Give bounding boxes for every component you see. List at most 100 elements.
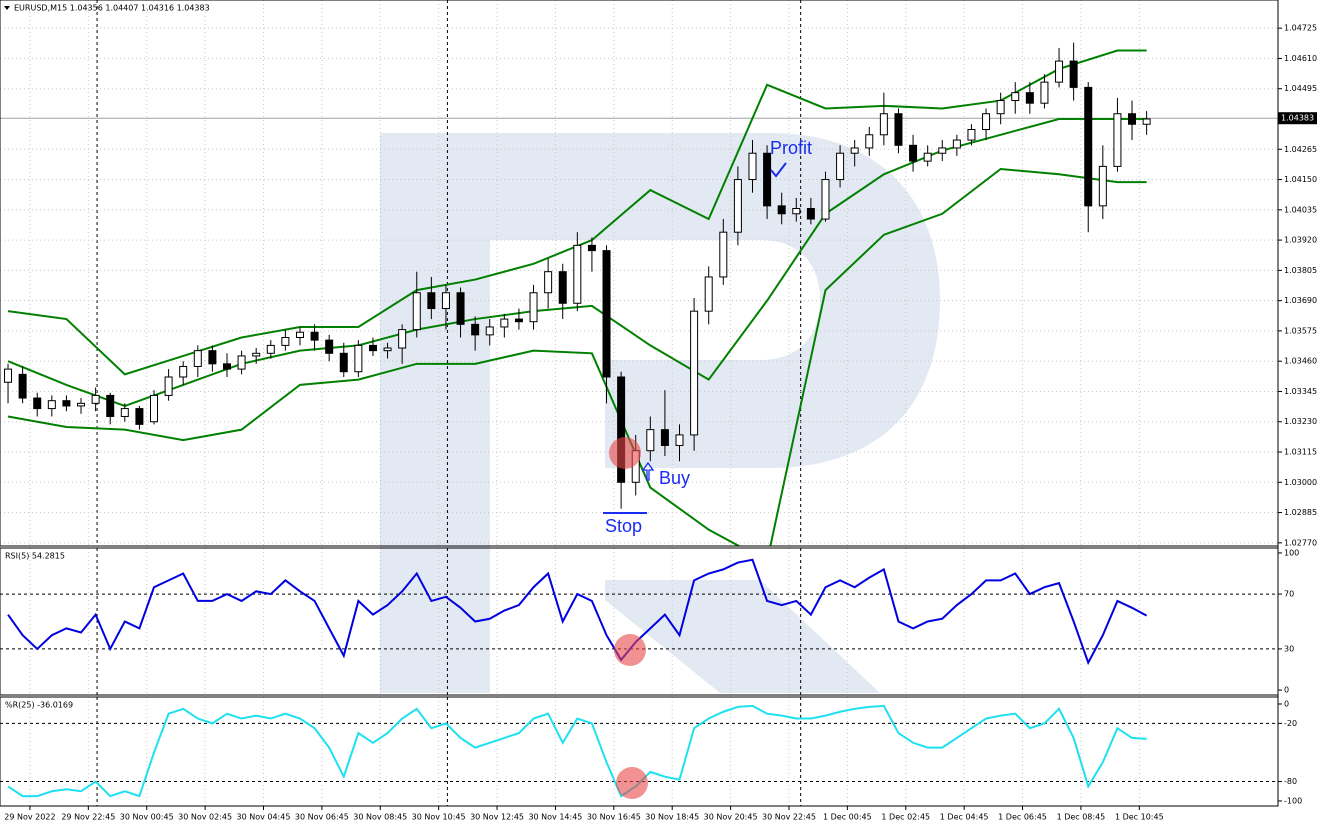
bollinger-middle [7, 117, 1147, 408]
y-tick-label: 1.03920 [1284, 236, 1317, 245]
candle-body [106, 394, 115, 417]
y-tick-label: 1.03805 [1284, 266, 1317, 275]
candle-body [938, 147, 947, 154]
y-tick-label: 70 [1284, 590, 1294, 599]
candle-body [295, 331, 304, 338]
menu-arrow[interactable] [4, 6, 10, 10]
y-tick-label: 1.03690 [1284, 296, 1317, 305]
candle-body [485, 326, 494, 336]
x-tick-label: 30 Nov 16:45 [587, 813, 641, 822]
x-tick-label: 30 Nov 20:45 [704, 813, 758, 822]
candle-body [222, 363, 231, 370]
candle-body [558, 271, 567, 304]
candle-body [660, 429, 669, 446]
candle-body [33, 397, 42, 410]
x-tick-label: 30 Nov 06:45 [295, 813, 349, 822]
candle-body [1040, 81, 1049, 104]
candle-body [179, 365, 188, 378]
candle-body [909, 144, 918, 162]
y-tick-label: 1.04150 [1284, 175, 1317, 184]
y-tick-label: 1.04265 [1284, 145, 1317, 154]
x-tick-label: 1 Dec 02:45 [881, 813, 930, 822]
candle-body [879, 113, 888, 136]
candle-body [354, 344, 363, 373]
indicator-line [7, 558, 1148, 666]
candle-body [383, 347, 392, 352]
y-tick-label: 1.04495 [1284, 84, 1317, 93]
candle-body [164, 376, 173, 396]
candle-body [193, 350, 202, 367]
candle-body [412, 292, 421, 331]
y-tick-label: 1.04035 [1284, 205, 1317, 214]
candle-body [1055, 60, 1064, 83]
candle-body [675, 434, 684, 446]
candle-body [237, 355, 246, 370]
candle-body [120, 408, 129, 417]
last-price-label: 1.04383 [1281, 114, 1314, 123]
candle-body [252, 352, 261, 357]
candle-body [544, 271, 553, 294]
candle-body [62, 400, 71, 407]
candle-body [894, 113, 903, 146]
candle-body [1128, 113, 1137, 125]
candle-body [18, 373, 27, 399]
rsi-title: RSI(5) 54.2815 [5, 552, 65, 561]
y-tick-label: 1.02770 [1284, 538, 1317, 547]
candle-body [500, 318, 509, 328]
candle-body [91, 394, 100, 404]
candle-body [339, 352, 348, 373]
y-tick-label: 0 [1284, 699, 1289, 708]
candle-body [398, 329, 407, 349]
stop-label: Stop [605, 516, 642, 536]
candle-body [281, 336, 290, 346]
y-tick-label: 0 [1284, 686, 1289, 695]
y-tick-label: -80 [1284, 777, 1297, 786]
y-tick-label: -100 [1284, 796, 1302, 805]
x-tick-label: 30 Nov 18:45 [645, 813, 699, 822]
candle-body [310, 331, 319, 341]
check-mark [770, 162, 787, 178]
candle-body [456, 292, 465, 325]
candle-body [77, 402, 86, 407]
candle-body [47, 400, 56, 410]
candle-body [325, 339, 334, 354]
candle-body [441, 292, 450, 310]
candle-body [427, 292, 436, 310]
candle-body [821, 179, 830, 220]
y-tick-label: 30 [1284, 644, 1294, 653]
candle-body [514, 318, 523, 323]
candle-body [704, 276, 713, 312]
candle-body [690, 310, 699, 436]
y-tick-label: 1.04725 [1284, 24, 1317, 33]
candle-body [1069, 60, 1078, 88]
candle-body [587, 244, 596, 252]
watermark [380, 133, 940, 693]
rsi-circle [614, 634, 646, 666]
candle-body [982, 113, 991, 131]
candle-body [529, 292, 538, 323]
candle-body [850, 147, 859, 154]
wr-circle [616, 767, 648, 799]
x-tick-label: 30 Nov 08:45 [353, 813, 407, 822]
plot-layer: 29 Nov 2022 29 Nov 22:45 30 Nov 00:45 30 No… [0, 0, 1278, 822]
y-tick-label: 1.03115 [1284, 448, 1317, 457]
x-tick-label: 1 Dec 00:45 [823, 813, 872, 822]
x-tick-label: 1 Dec 08:45 [1057, 813, 1106, 822]
x-tick-label: 30 Nov 12:45 [470, 813, 524, 822]
y-tick-label: 1.03575 [1284, 326, 1317, 335]
plot-line [7, 704, 1147, 798]
candle-body [208, 350, 217, 365]
y-tick-label: 100 [1284, 548, 1299, 557]
candle-body [368, 344, 377, 352]
candle-body [923, 152, 932, 162]
entry-circle [609, 437, 641, 469]
y-tick-label: 1.04610 [1284, 54, 1317, 63]
plot-line [7, 558, 1148, 666]
candle-body [967, 129, 976, 141]
candle-body [573, 244, 582, 304]
candle-body [865, 134, 874, 149]
candle-body [266, 344, 275, 354]
x-tick-label: 1 Dec 06:45 [998, 813, 1047, 822]
